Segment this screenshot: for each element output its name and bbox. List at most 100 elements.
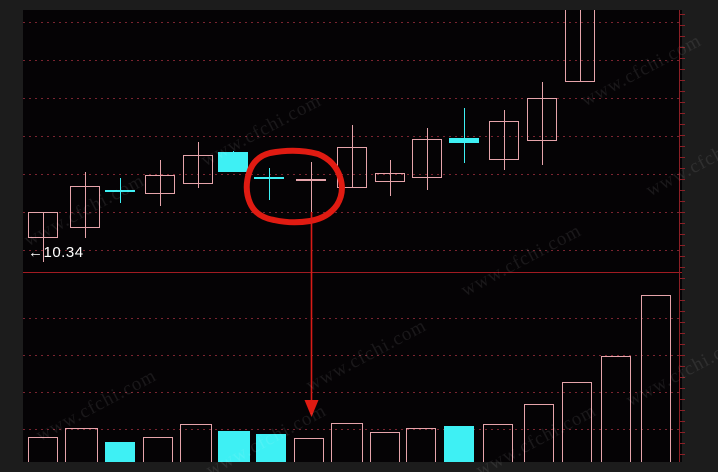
- volume-bar: [180, 424, 212, 462]
- candle-body: [254, 177, 284, 179]
- candle-wick: [198, 142, 199, 188]
- axis-tick: [680, 223, 685, 224]
- candle-body: [296, 179, 326, 181]
- axis-tick: [680, 421, 685, 422]
- volume-bar: [562, 382, 592, 462]
- candle-body: [412, 139, 442, 178]
- panel-separator: [23, 272, 682, 273]
- axis-tick: [680, 80, 685, 81]
- volume-bar: [406, 428, 436, 462]
- volume-bar: [143, 437, 173, 462]
- volume-bar: [65, 428, 98, 462]
- volume-gridline-2: [23, 392, 682, 393]
- volume-bar: [641, 295, 671, 462]
- volume-bar: [256, 434, 286, 462]
- axis-tick: [680, 432, 685, 433]
- price-gridline-1: [23, 60, 682, 61]
- volume-bar: [294, 438, 324, 462]
- volume-gridline-3: [23, 429, 682, 430]
- volume-bar: [218, 431, 250, 462]
- price-gridline-6: [23, 250, 682, 251]
- axis-tick: [680, 91, 685, 92]
- axis-tick: [680, 14, 685, 15]
- axis-tick: [680, 300, 685, 301]
- axis-tick: [680, 333, 685, 334]
- candle-wick: [160, 160, 161, 206]
- axis-tick: [680, 454, 685, 455]
- axis-tick: [680, 388, 685, 389]
- axis-tick: [680, 245, 685, 246]
- price-gridline-2: [23, 98, 682, 99]
- candle-wick: [504, 110, 505, 170]
- volume-gridline-1: [23, 355, 682, 356]
- candle-body: [527, 98, 557, 141]
- axis-tick: [680, 179, 685, 180]
- candle-body: [70, 186, 100, 228]
- candle-wick: [311, 162, 312, 215]
- candle-wick: [427, 128, 428, 190]
- volume-bar: [483, 424, 513, 462]
- volume-bar: [331, 423, 363, 462]
- axis-tick: [680, 113, 685, 114]
- axis-tick: [680, 366, 685, 367]
- axis-tick: [680, 234, 685, 235]
- axis-tick: [680, 344, 685, 345]
- candle-body: [449, 138, 479, 143]
- volume-bar: [524, 404, 554, 462]
- axis-tick: [680, 399, 685, 400]
- candle-wick: [542, 82, 543, 165]
- candle-wick: [352, 125, 353, 188]
- candle-wick: [269, 168, 270, 200]
- axis-tick: [680, 278, 685, 279]
- axis-tick: [680, 377, 685, 378]
- candle-body: [489, 121, 519, 160]
- axis-tick: [680, 157, 685, 158]
- volume-bar: [601, 356, 631, 462]
- volume-bar: [444, 426, 474, 462]
- right-axis-line: [679, 10, 680, 462]
- candle-body: [375, 173, 405, 182]
- axis-tick: [680, 168, 685, 169]
- axis-tick: [680, 201, 685, 202]
- candle-body: [28, 212, 58, 238]
- axis-tick: [680, 322, 685, 323]
- candle-body: [183, 155, 213, 184]
- axis-tick: [680, 58, 685, 59]
- volume-gridline-0: [23, 318, 682, 319]
- candle-wick: [390, 160, 391, 196]
- candle-body: [337, 147, 367, 188]
- axis-tick: [680, 124, 685, 125]
- axis-tick: [680, 36, 685, 37]
- candle-wick: [464, 108, 465, 163]
- candle-body: [565, 10, 595, 82]
- candle-wick: [580, 10, 581, 82]
- axis-tick: [680, 102, 685, 103]
- axis-tick: [680, 267, 685, 268]
- axis-tick: [680, 135, 685, 136]
- axis-tick: [680, 146, 685, 147]
- volume-chart-panel[interactable]: [23, 273, 682, 462]
- axis-tick: [680, 212, 685, 213]
- volume-bar: [105, 442, 135, 462]
- axis-tick: [680, 289, 685, 290]
- axis-tick: [680, 47, 685, 48]
- axis-tick: [680, 311, 685, 312]
- price-callout-label: ←10.34: [28, 244, 84, 261]
- candle-body: [105, 190, 135, 192]
- candle-wick: [85, 172, 86, 238]
- candle-body: [145, 175, 175, 194]
- candle-body: [218, 152, 248, 172]
- axis-tick: [680, 443, 685, 444]
- axis-tick: [680, 410, 685, 411]
- volume-bar: [28, 437, 58, 462]
- price-chart-panel[interactable]: [23, 10, 682, 272]
- axis-tick: [680, 190, 685, 191]
- price-gridline-5: [23, 212, 682, 213]
- axis-tick: [680, 256, 685, 257]
- volume-bar: [370, 432, 400, 462]
- axis-tick: [680, 25, 685, 26]
- axis-tick: [680, 355, 685, 356]
- price-gridline-0: [23, 22, 682, 23]
- axis-tick: [680, 69, 685, 70]
